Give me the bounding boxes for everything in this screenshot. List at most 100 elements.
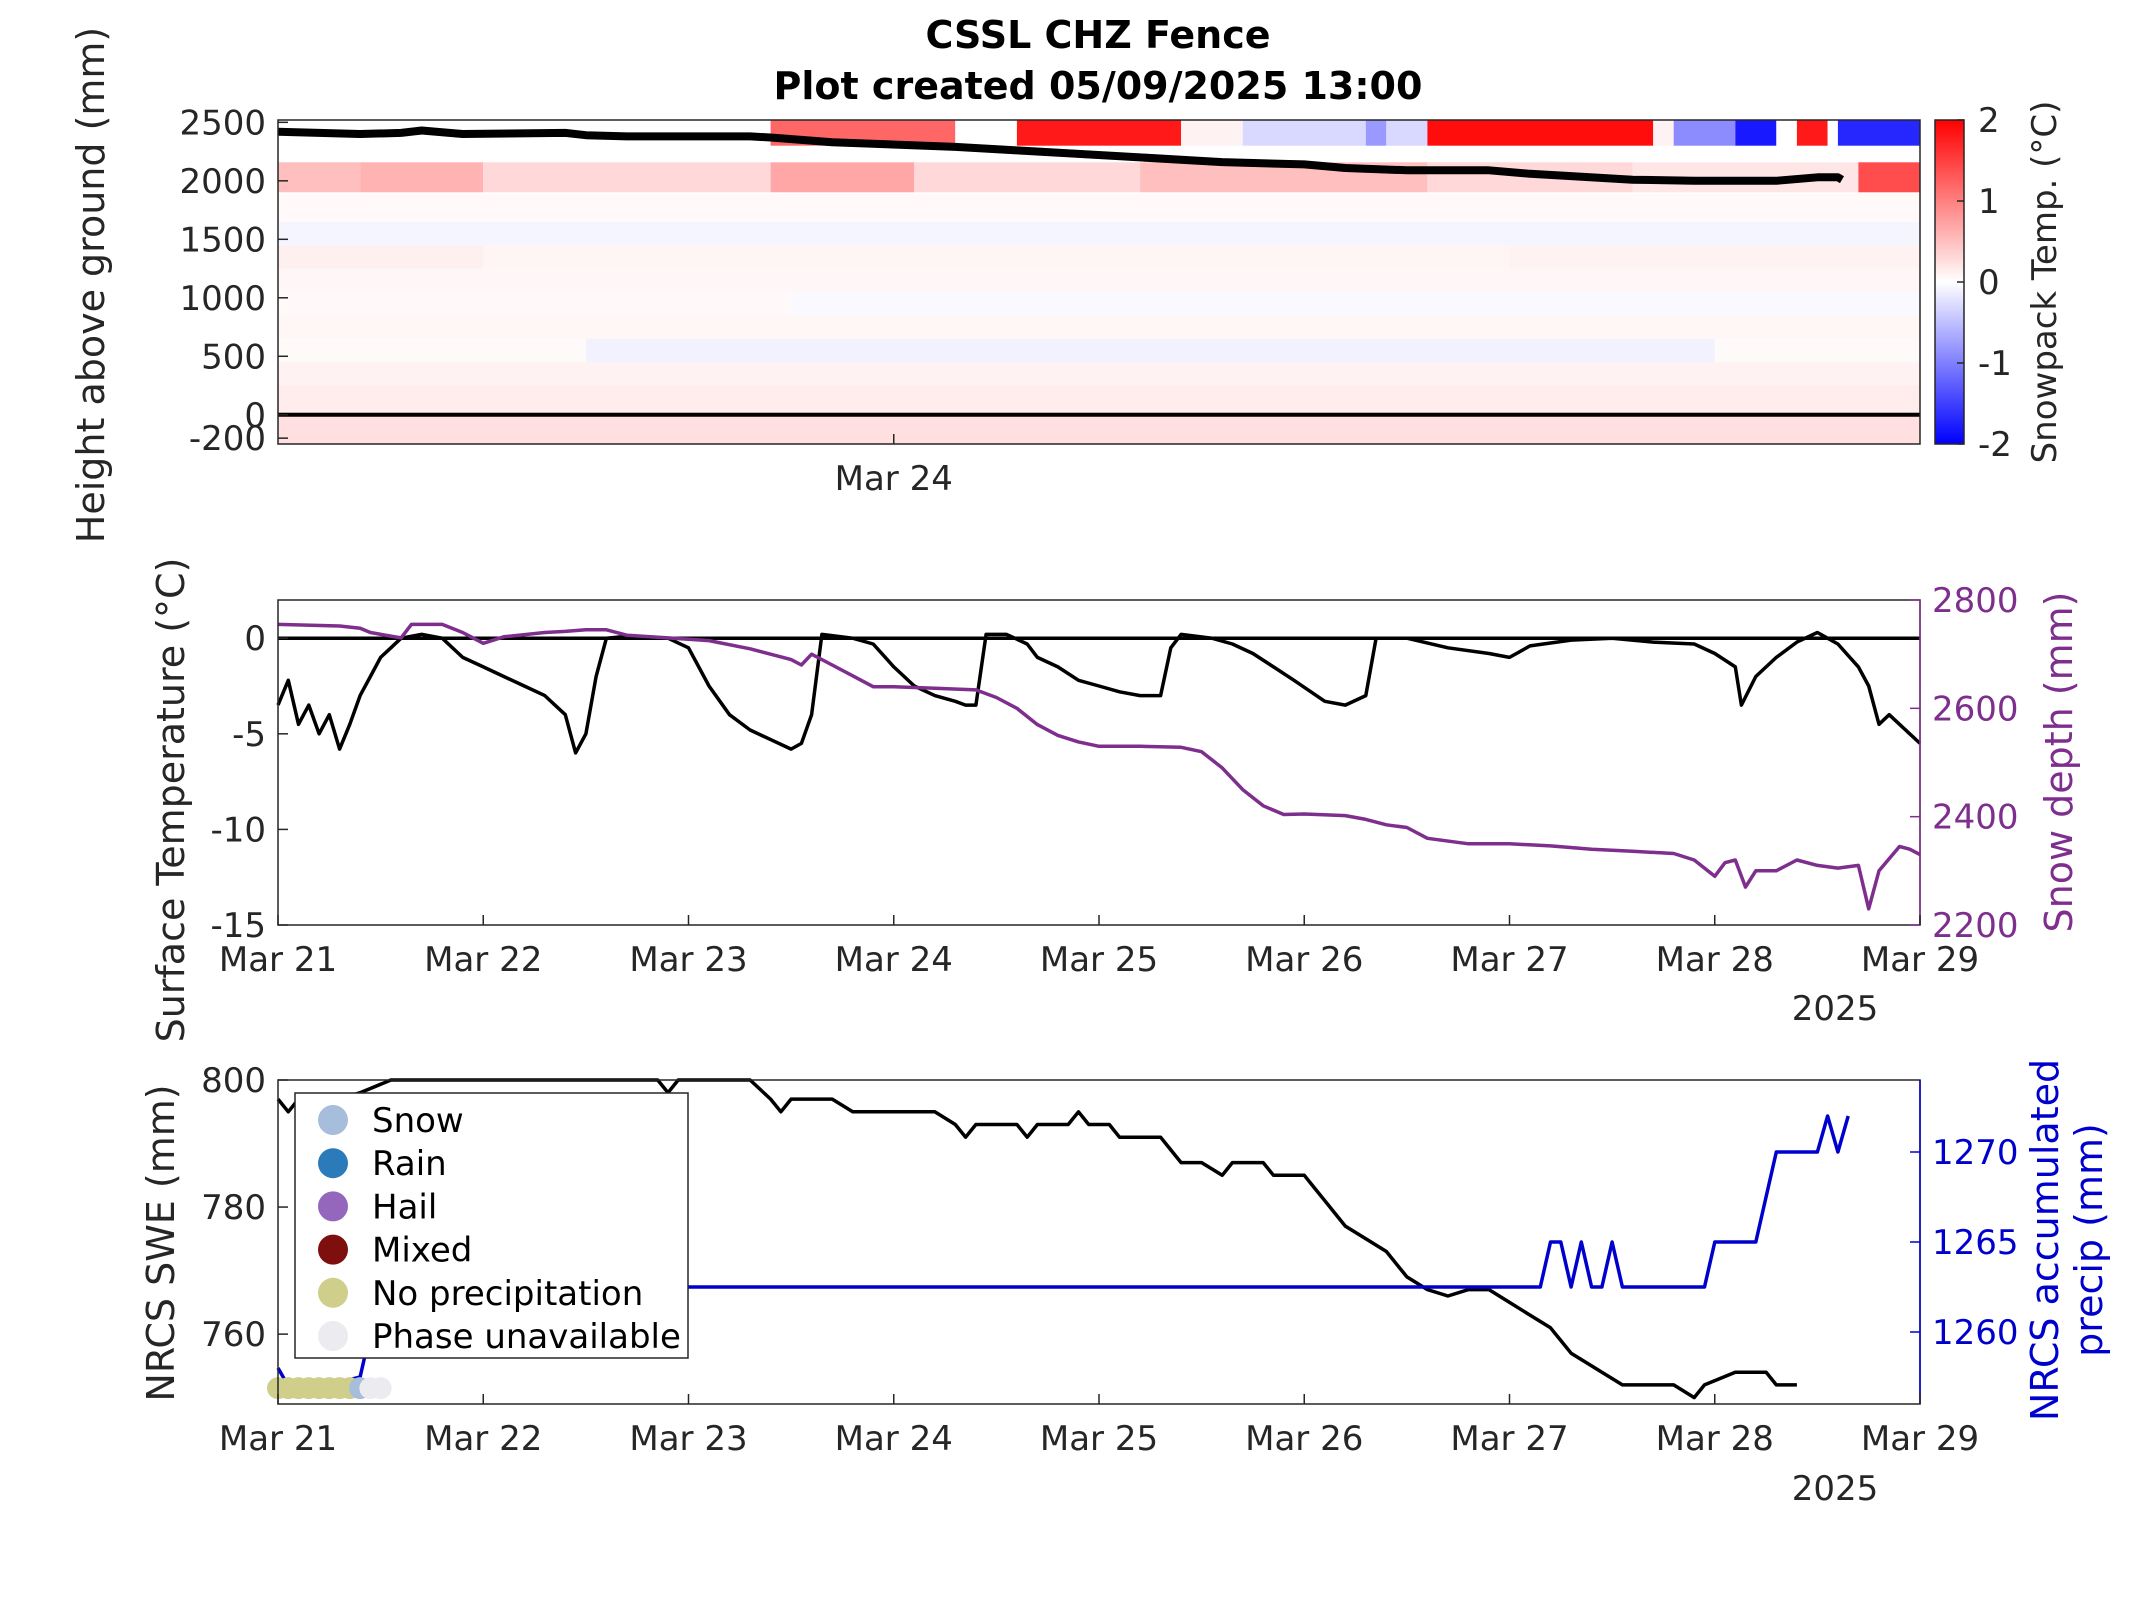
y-tick-label: -15: [210, 906, 266, 946]
y-axis-label: Height above ground (mm): [69, 27, 113, 544]
y2-axis-label: Snow depth (mm): [2037, 592, 2081, 933]
heatmap-cell: [1837, 120, 1920, 146]
heatmap-cell: [278, 362, 1920, 386]
y2-tick-label: 1260: [1932, 1313, 2019, 1353]
y2-tick-label: 2200: [1932, 906, 2019, 946]
colorbar-tick-label: 1: [1978, 182, 2000, 222]
x-tick-label: Mar 24: [835, 1419, 953, 1459]
x-year-label: 2025: [1792, 989, 1879, 1029]
x-tick-label: Mar 26: [1245, 1419, 1363, 1459]
x-tick-label: Mar 29: [1861, 1419, 1979, 1459]
y-axis-label: NRCS SWE (mm): [139, 1084, 183, 1401]
x-tick-label: Mar 28: [1656, 940, 1774, 980]
legend-swatch: [318, 1321, 348, 1351]
colorbar-label: Snowpack Temp. (°C): [2025, 101, 2065, 464]
y-tick-label: 780: [201, 1188, 266, 1228]
legend-label: Hail: [372, 1187, 437, 1227]
heatmap-cell: [278, 193, 1920, 222]
y-tick-label: -5: [232, 715, 266, 755]
heatmap-cell: [1796, 120, 1828, 146]
heatmap-cell: [1242, 120, 1366, 146]
x-tick-label: Mar 22: [424, 1419, 542, 1459]
x-tick-label: Mar 21: [219, 1419, 337, 1459]
x-tick-label: Mar 29: [1861, 940, 1979, 980]
y2-axis-label-line1: NRCS accumulated: [2023, 1059, 2067, 1421]
heatmap-cell: [1827, 120, 1838, 146]
x-tick-label: Mar 27: [1450, 940, 1568, 980]
legend-label: No precipitation: [372, 1274, 643, 1314]
colorbar-tick-label: 0: [1978, 263, 2000, 303]
x-tick-label: Mar 27: [1450, 1419, 1568, 1459]
legend-label: Rain: [372, 1144, 447, 1184]
y-tick-label: -10: [210, 810, 266, 850]
heatmap-cell: [1427, 120, 1654, 146]
y2-tick-label: 2800: [1932, 581, 2019, 621]
y2-tick-label: 1270: [1932, 1133, 2019, 1173]
legend-swatch: [318, 1105, 348, 1135]
y-tick-label: 2500: [179, 103, 266, 143]
heatmap-cell: [278, 245, 484, 269]
legend-box: [294, 1092, 689, 1359]
heatmap-cell: [1653, 120, 1674, 146]
y-tick-label: 2000: [179, 162, 266, 202]
heatmap-cell: [278, 268, 1920, 292]
heatmap-cell: [791, 291, 1920, 316]
nrcs-swe-panel: 760 780 800 1260 1265 1270 Mar 21 Mar 22 Mar 23 M…: [139, 1059, 2111, 1509]
heatmap-cell: [278, 162, 361, 193]
x-tick-label: Mar 21: [219, 940, 337, 980]
colorbar-tick-label: -1: [1978, 344, 2012, 384]
x-tick-label: Mar 24: [835, 940, 953, 980]
heatmap-cell: [1858, 162, 1920, 193]
legend-label: Mixed: [372, 1231, 472, 1271]
figure-title-line1: CSSL CHZ Fence: [925, 13, 1270, 57]
colorbar-tick-label: 2: [1978, 101, 2000, 141]
x-tick-label: Mar 22: [424, 940, 542, 980]
legend-swatch: [318, 1148, 348, 1179]
x-tick-label: Mar 23: [629, 1419, 747, 1459]
y2-tick-label: 2400: [1932, 798, 2019, 838]
heatmap-cell: [1776, 120, 1797, 146]
heatmap-cell: [770, 162, 915, 193]
heatmap-cell: [278, 338, 586, 363]
y2-axis-label: NRCS accumulatedprecip (mm): [2023, 1059, 2111, 1421]
y-axis-label: Surface Temperature (°C): [149, 558, 193, 1043]
surface-temperature-line: [276, 630, 1922, 755]
heatmap-cell: [278, 385, 1920, 412]
heatmap-cell: [1735, 120, 1777, 146]
y-tick-label: 0: [244, 619, 266, 659]
y-tick-label: 1500: [179, 220, 266, 260]
swe-line: [276, 1078, 1797, 1400]
plot-background: [278, 600, 1920, 925]
heatmap-cell: [1714, 338, 1921, 363]
x-tick-label: Mar 24: [835, 459, 953, 499]
snow-depth-line: [277, 126, 1845, 185]
x-tick-label: Mar 23: [629, 940, 747, 980]
x-tick-label: Mar 28: [1656, 1419, 1774, 1459]
colorbar-tick-label: -2: [1978, 425, 2012, 465]
heatmap-cell: [483, 162, 771, 193]
heatmap-cell: [585, 338, 1715, 363]
phase-marker: [369, 1377, 392, 1400]
y-tick-label: 1000: [179, 279, 266, 319]
heatmap-cell: [278, 315, 1920, 339]
surface-temperature-panel: -15 -10 -5 0 2200 2400 2600 2800 Mar 21 Mar 22 Mar…: [149, 558, 2081, 1043]
y2-tick-label: 1265: [1932, 1223, 2019, 1263]
y2-tick-label: 2600: [1932, 689, 2019, 729]
heatmap-cell: [278, 291, 792, 316]
y-tick-label: 0: [244, 396, 266, 436]
snow-depth-line: [277, 622, 1921, 911]
heatmap-cell: [1673, 120, 1736, 146]
heatmap-cell: [1016, 120, 1182, 146]
heatmap-cell: [278, 411, 1920, 444]
x-tick-label: Mar 25: [1040, 940, 1158, 980]
heatmap-cell: [1386, 120, 1428, 146]
heatmap-cell: [360, 162, 484, 193]
heatmap-cell: [1181, 120, 1243, 146]
legend-swatch: [318, 1277, 348, 1308]
plot-frame: [277, 119, 1921, 445]
y-tick-label: 500: [201, 337, 266, 377]
y-tick-label: 800: [201, 1061, 266, 1101]
